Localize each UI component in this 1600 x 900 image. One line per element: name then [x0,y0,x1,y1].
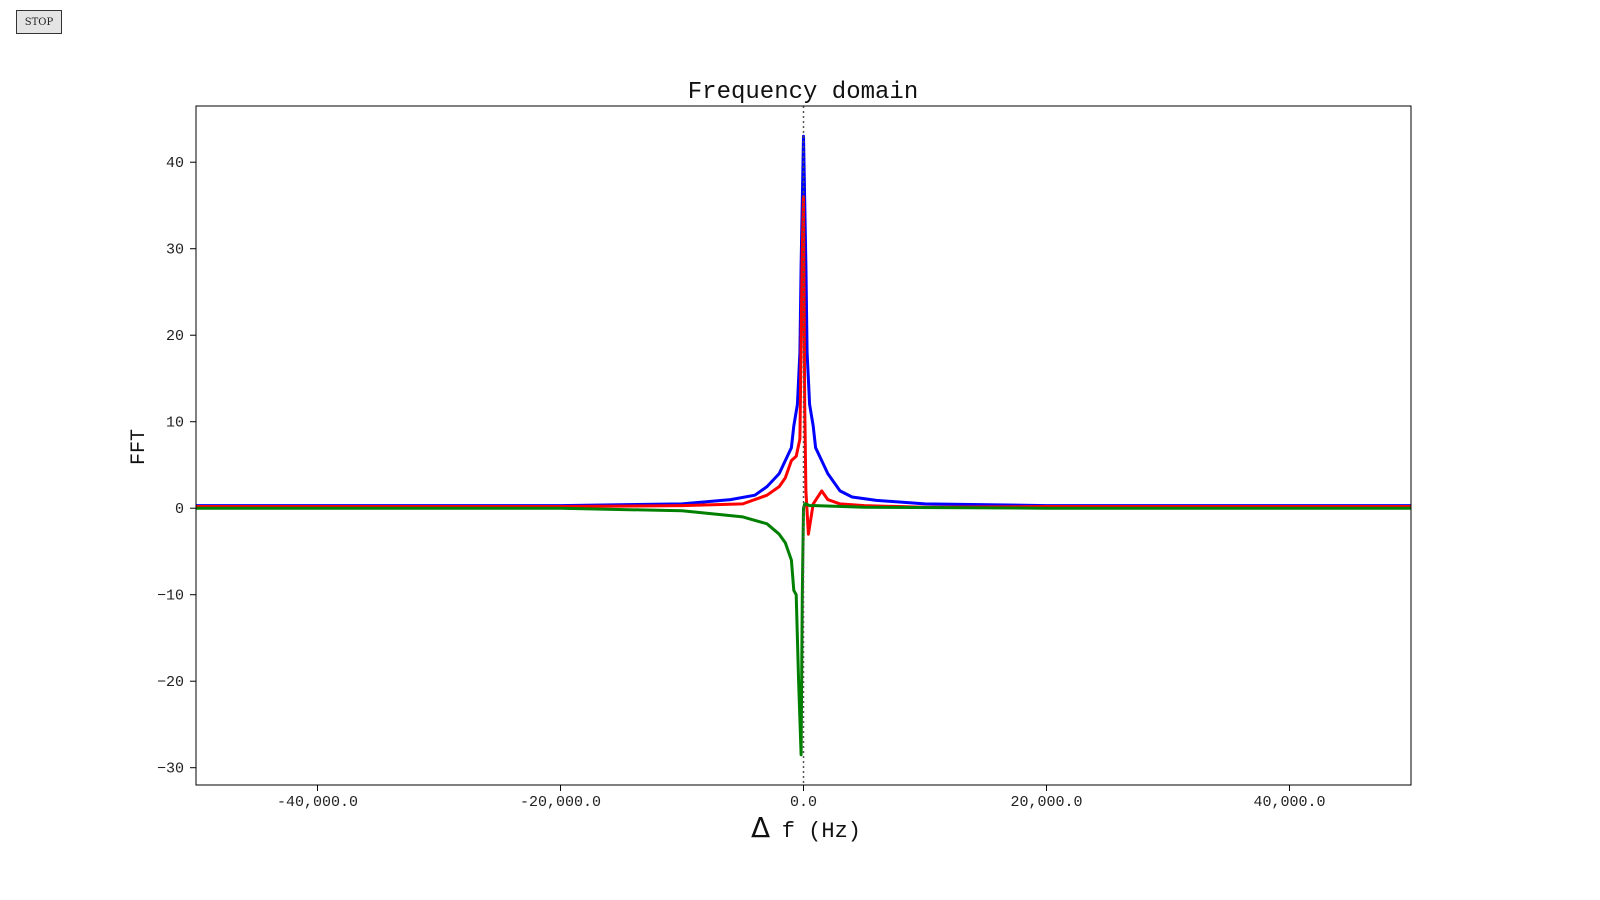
x-tick-label: 0.0 [790,794,817,811]
stop-button[interactable]: STOP [16,10,62,34]
y-tick-label: −20 [157,674,184,691]
y-tick-label: 20 [166,328,184,345]
y-tick-label: 0 [175,501,184,518]
x-axis-label: Δ f (Hz) [751,811,861,844]
plot-area: -40,000.0 -20,000.0 0.0 20,000.0 40,000.0 −30… [157,105,1412,811]
y-tick-label: −10 [157,588,184,605]
series-line-3 [196,502,1411,757]
y-tick-label: 40 [166,155,184,172]
y-axis-label: FFT [128,429,151,465]
x-tick-label: -40,000.0 [277,794,358,811]
y-tick-label: 30 [166,242,184,259]
y-tick-label: −30 [157,761,184,778]
y-tick-label: 10 [166,415,184,432]
x-tick-label: -20,000.0 [520,794,601,811]
x-tick-label: 20,000.0 [1010,794,1082,811]
x-tick-label: 40,000.0 [1253,794,1325,811]
x-axis-label-symbol: Δ [751,811,770,844]
chart-title: Frequency domain [688,79,918,106]
x-axis-label-text: f (Hz) [782,819,861,844]
